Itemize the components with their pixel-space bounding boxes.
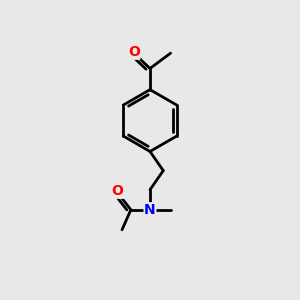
Text: O: O [128,45,140,59]
Text: N: N [144,203,156,217]
Text: O: O [112,184,124,198]
